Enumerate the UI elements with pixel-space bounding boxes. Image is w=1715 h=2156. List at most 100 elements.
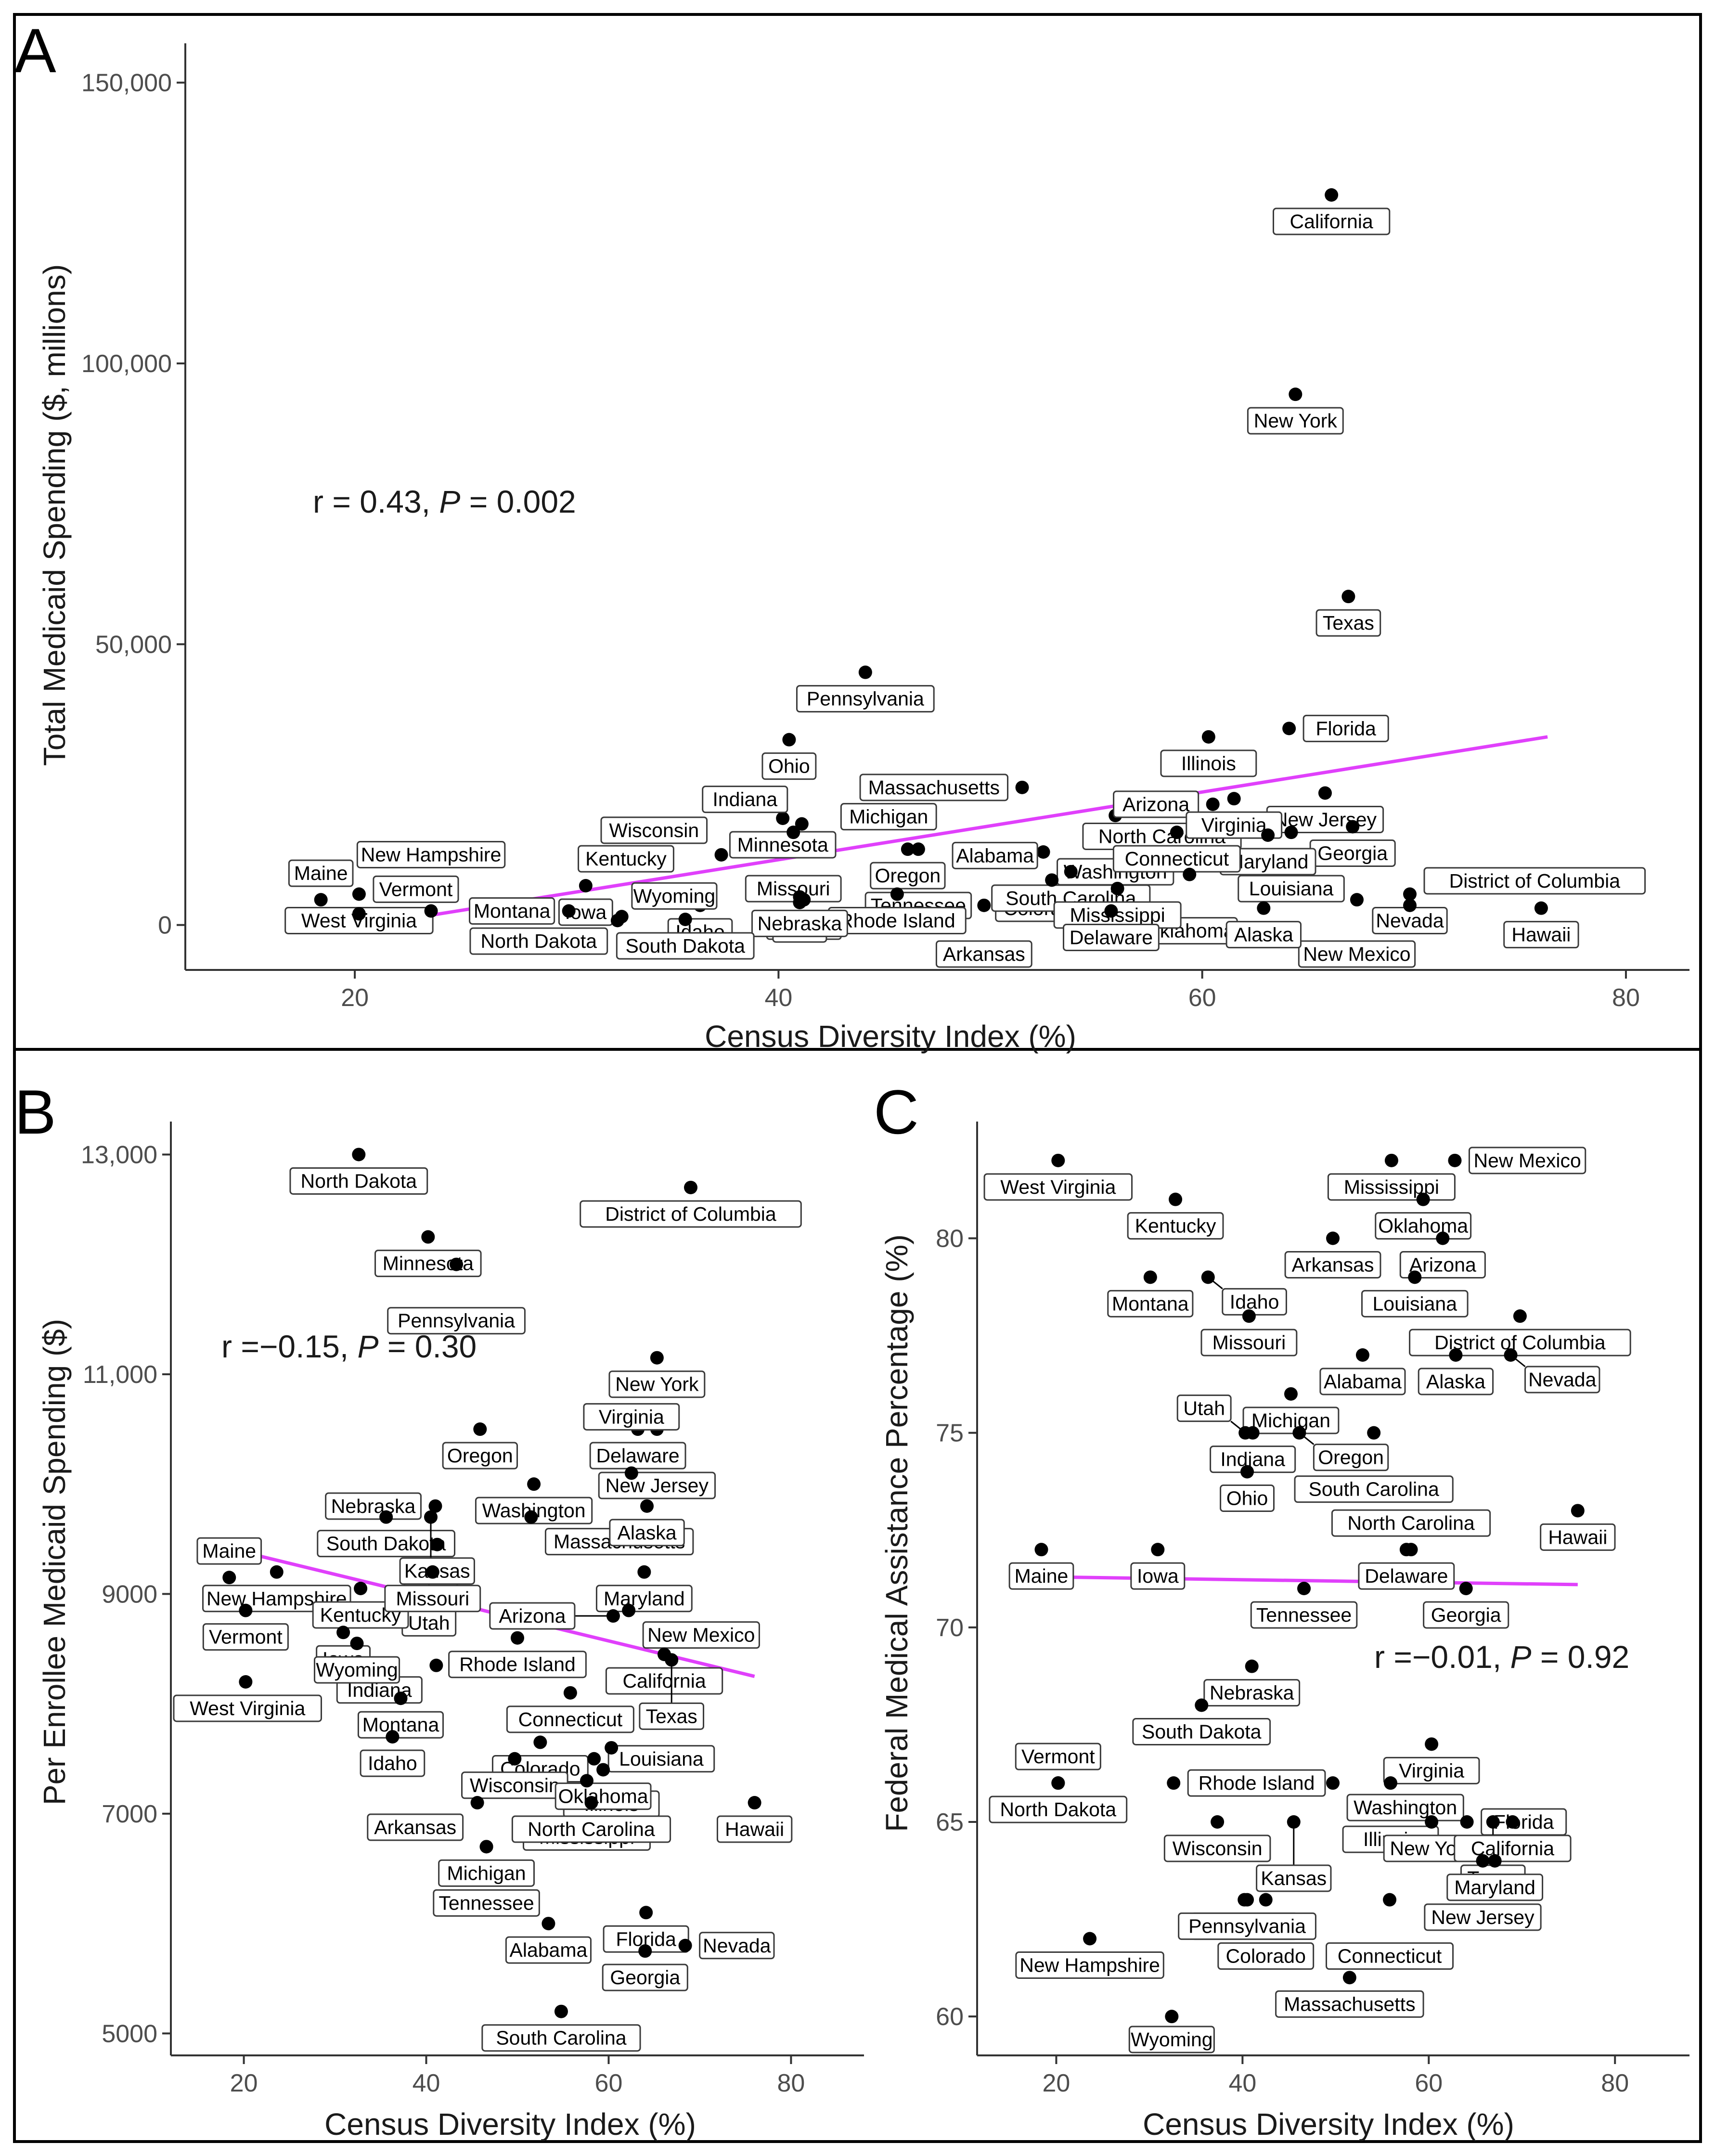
panel-b-point <box>563 1686 577 1700</box>
panel-c-point <box>1459 1582 1473 1595</box>
panel-c-y-tick-label: 65 <box>936 1808 964 1836</box>
panel-c-state-label-box <box>1250 1601 1358 1629</box>
panel-c-state-label-box <box>1163 1834 1271 1862</box>
panel-a-y-tick-label: 50,000 <box>95 631 172 658</box>
panel-c-point <box>1416 1192 1430 1206</box>
panel-b-state-label-box <box>489 1602 576 1630</box>
panel-b-y-axis-title: Per Enrollee Medicaid Spending ($) <box>37 1319 72 1805</box>
panel-c-state-label-box <box>1446 1873 1544 1901</box>
panel-b-state-label: District of Columbia <box>605 1203 776 1225</box>
panel-b-state-label-box <box>367 1813 464 1841</box>
panel-a-point <box>977 898 991 912</box>
panel-a-state-label-box <box>1113 790 1199 818</box>
panel-a-x-tick-label: 40 <box>764 984 792 1012</box>
panel-b-state-label-box <box>387 1307 526 1335</box>
panel-b-correlation-annotation: r =−0.15, P = 0.30 <box>221 1329 477 1364</box>
panel-b-state-label: Alaska <box>618 1522 677 1544</box>
panel-b-state-label-box <box>196 1537 262 1565</box>
panel-a-state-label-box <box>1273 207 1391 235</box>
panel-b-state-label: Utah <box>408 1612 450 1634</box>
panel-c-label-leader <box>1230 1420 1246 1433</box>
panel-a-point <box>610 914 624 928</box>
panel-a-state-label-box <box>1503 921 1579 949</box>
panel-c-point <box>1488 1854 1502 1868</box>
panel-c-label-leader <box>1510 1354 1526 1368</box>
panel-c-state-label-box <box>1524 1366 1600 1394</box>
panel-a-y-tick-label: 150,000 <box>81 69 172 97</box>
panel-a-point <box>1346 820 1360 834</box>
panel-b-point <box>584 1796 598 1810</box>
panel-a-state-label: Indiana <box>712 788 777 811</box>
panel-a-point <box>678 913 692 926</box>
panel-b-state-label-box <box>602 1963 688 1991</box>
panel-a-state-label-box <box>288 859 354 887</box>
panel-a-state-label: Delaware <box>1070 927 1153 949</box>
panel-c-r-value: r =−0.01, <box>1374 1639 1510 1675</box>
panel-b-point <box>394 1691 408 1705</box>
panel-b-state-label: Virginia <box>599 1406 664 1428</box>
panel-b-state-label: California <box>622 1670 706 1692</box>
panel-a-state-label: Kentucky <box>585 848 667 870</box>
panel-b-state-label-box <box>448 1651 587 1678</box>
panel-a-r-value: r = 0.43, <box>313 484 439 519</box>
panel-b-state-label: South Carolina <box>496 2027 626 2049</box>
panel-c-state-label-box <box>989 1795 1128 1823</box>
panel-a-state-label: Ohio <box>768 755 810 777</box>
panel-c-state-label-box <box>1015 1951 1164 1979</box>
panel-b-point <box>336 1626 350 1640</box>
panel-c-state-label-box <box>1383 1756 1480 1784</box>
panel-a-state-label: Oregon <box>875 865 941 887</box>
panel-a-point <box>1261 828 1275 842</box>
panel-c-letter: C <box>874 1077 919 1147</box>
panel-b-state-label: Montana <box>362 1714 439 1736</box>
panel-c-x-tick-label: 20 <box>1043 2069 1070 2097</box>
panel-c-state-label: Virginia <box>1399 1759 1464 1782</box>
panel-c-state-label-box <box>1423 1601 1509 1629</box>
panel-a-state-label-box <box>729 831 837 859</box>
panel-c-state-label-box <box>1375 1212 1472 1240</box>
panel-a-point <box>901 842 915 856</box>
panel-c-point <box>1151 1543 1165 1557</box>
panel-c-state-label-box <box>1275 1990 1424 2018</box>
panel-b-state-label: Hawaii <box>725 1818 784 1840</box>
panel-c-state-label: Idaho <box>1230 1291 1279 1313</box>
panel-c-point <box>1425 1737 1439 1751</box>
panel-c-state-label: Arizona <box>1409 1254 1476 1276</box>
panel-c-point <box>1083 1932 1097 1946</box>
panel-b-r-value: r =−0.15, <box>221 1329 358 1364</box>
panel-c-state-label-box <box>1284 1251 1381 1278</box>
panel-c-point <box>1143 1270 1157 1284</box>
panel-b-point <box>650 1351 664 1365</box>
panel-a-point <box>1403 887 1417 901</box>
panel-b-state-label: Georgia <box>610 1966 680 1988</box>
panel-a-point <box>782 733 796 747</box>
panel-c-point <box>1383 1776 1397 1790</box>
panel-b-state-label: Idaho <box>368 1752 417 1774</box>
panel-a-point <box>1282 722 1296 736</box>
panel-c-state-label: New Mexico <box>1473 1149 1581 1172</box>
panel-c-state-label-box <box>1130 1562 1186 1590</box>
panel-c-p-letter: P <box>1510 1639 1532 1675</box>
panel-a-state-label-box <box>356 841 506 868</box>
panel-b-state-label-box <box>639 1702 705 1730</box>
panel-b-state-label: Nebraska <box>331 1495 416 1517</box>
panel-b-state-label: West Virginia <box>190 1697 305 1719</box>
panel-b-state-label: Arizona <box>499 1605 566 1627</box>
panel-c-state-label: Arkansas <box>1292 1254 1374 1276</box>
panel-c-state-label: Connecticut <box>1338 1945 1442 1967</box>
panel-c-point <box>1342 1971 1356 1985</box>
panel-b-point <box>748 1796 761 1810</box>
panel-a-y-tick-label: 0 <box>158 912 172 940</box>
panel-b-point <box>379 1510 393 1524</box>
panel-a-state-label-box <box>840 803 937 831</box>
panel-c-state-label-box <box>983 1173 1133 1201</box>
panel-a-p-letter: P <box>439 484 460 519</box>
panel-c-state-label-box <box>1220 1485 1275 1512</box>
panel-b-point <box>426 1565 439 1579</box>
panel-a-point <box>1015 780 1029 794</box>
panel-c-state-label-box <box>1187 1769 1326 1797</box>
panel-a-state-label: Vermont <box>379 878 453 900</box>
panel-b-point <box>554 2004 568 2018</box>
panel-c-point <box>1284 1387 1298 1401</box>
panel-a-state-label: Illinois <box>1181 752 1236 775</box>
